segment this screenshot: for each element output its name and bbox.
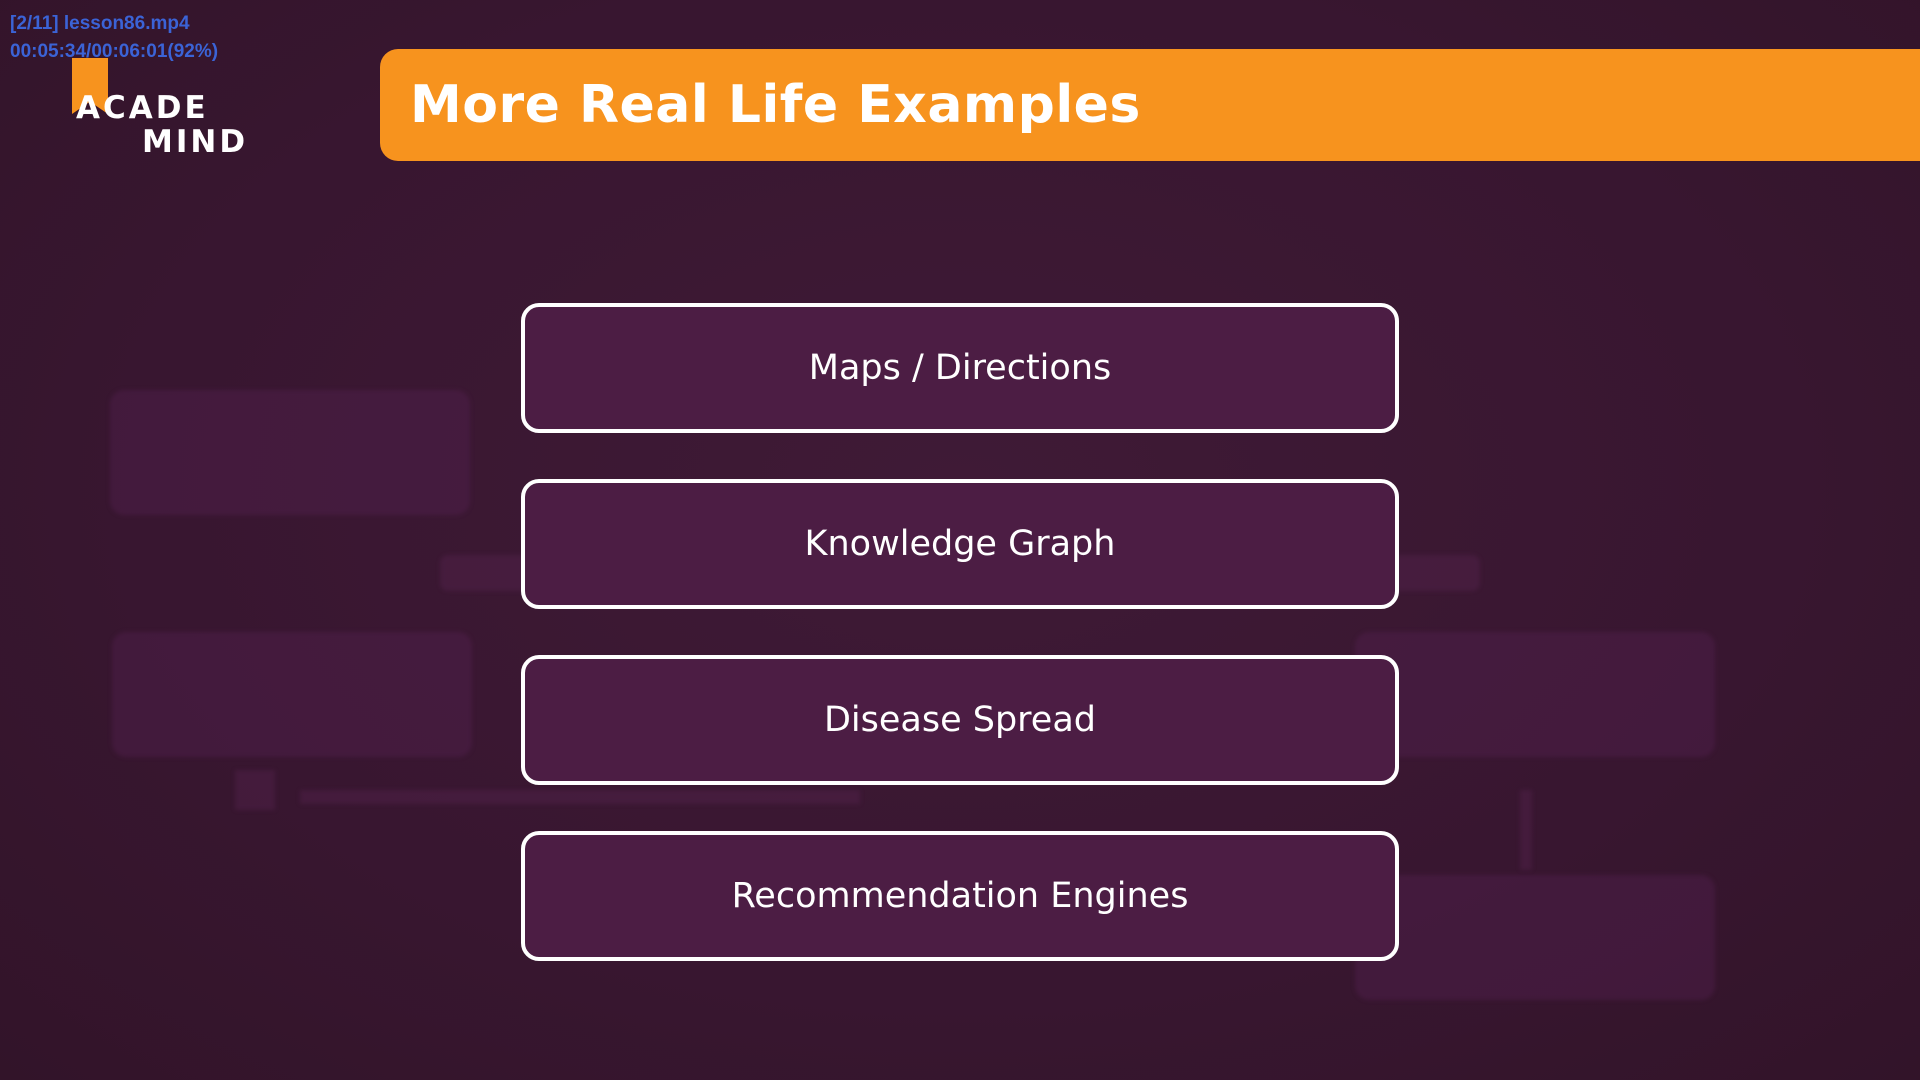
- background-node: [1355, 632, 1715, 757]
- background-edge: [235, 770, 275, 810]
- example-label: Maps / Directions: [808, 348, 1112, 388]
- background-edge: [1520, 790, 1532, 870]
- example-box-maps: Maps / Directions: [521, 303, 1399, 433]
- example-label: Recommendation Engines: [731, 876, 1189, 916]
- example-box-disease-spread: Disease Spread: [521, 655, 1399, 785]
- slide-title: More Real Life Examples: [410, 75, 1141, 135]
- examples-list: Maps / Directions Knowledge Graph Diseas…: [521, 303, 1399, 1007]
- example-label: Knowledge Graph: [804, 524, 1116, 564]
- background-node: [1355, 875, 1715, 1000]
- academind-logo: ACADE MIND: [72, 58, 262, 160]
- example-box-knowledge-graph: Knowledge Graph: [521, 479, 1399, 609]
- background-node: [110, 390, 470, 515]
- example-box-recommendation-engines: Recommendation Engines: [521, 831, 1399, 961]
- player-file-name: [2/11] lesson86.mp4: [10, 13, 190, 34]
- background-edge: [300, 790, 860, 804]
- player-timestamp: 00:05:34/00:06:01(92%): [10, 41, 219, 62]
- player-info: [2/11] lesson86.mp4 00:05:34/00:06:01(92…: [10, 10, 218, 66]
- logo-text-line2: MIND: [142, 124, 249, 160]
- logo-text-line1: ACADE: [76, 90, 209, 126]
- example-label: Disease Spread: [823, 700, 1097, 740]
- title-banner: More Real Life Examples: [380, 49, 1920, 161]
- background-node: [112, 632, 472, 757]
